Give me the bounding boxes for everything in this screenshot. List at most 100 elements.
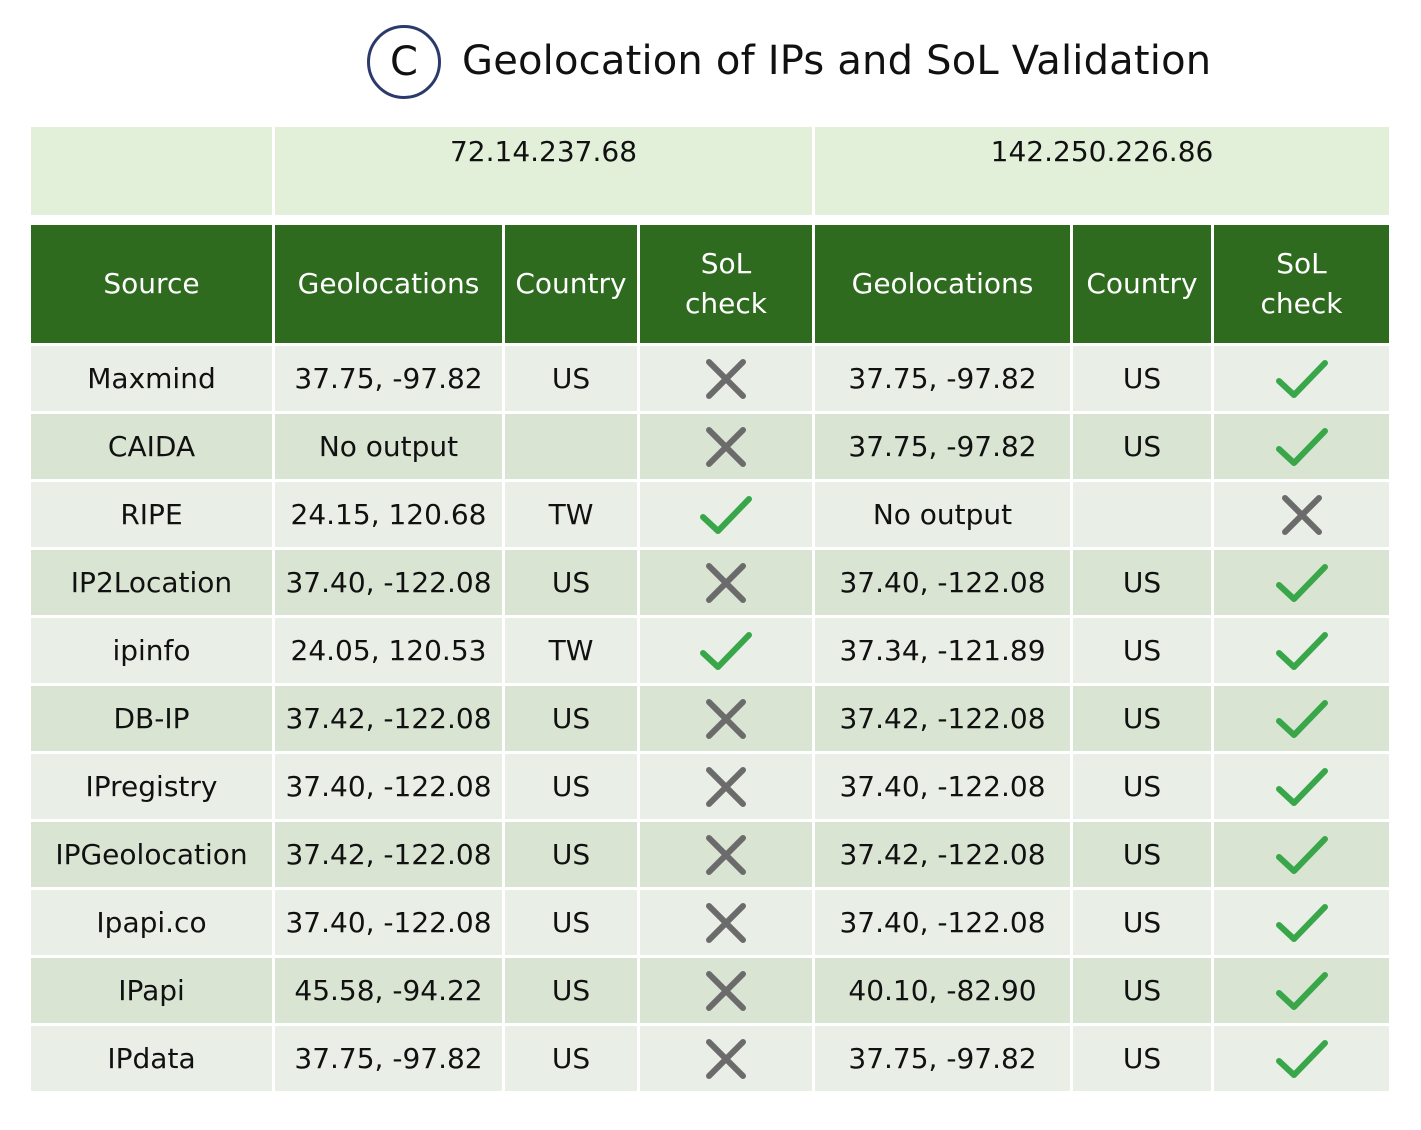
cross-icon [706,766,746,807]
sol-cell-2 [1211,1023,1392,1094]
column-header-row: Source Geolocations Country SoL check Ge… [28,222,1392,346]
cross-icon [706,562,746,603]
country-cell-2: US [1070,955,1214,1026]
source-cell: IP2Location [28,547,275,618]
country-cell-1: US [502,547,640,618]
table-row: IPdata 37.75, -97.82 US 37.75, -97.82 US [28,1023,1392,1094]
header-separator [28,216,1392,224]
geolocation-cell-1: 37.42, -122.08 [272,683,505,754]
sol-cell-1 [637,615,815,686]
sol-cell-1 [637,751,815,822]
geolocation-cell-2: 37.42, -122.08 [812,819,1073,890]
source-cell: IPregistry [28,751,275,822]
sol-cell-2 [1211,887,1392,958]
geolocation-cell-1: 37.75, -97.82 [272,343,505,414]
sol-cell-1 [637,411,815,482]
source-cell: ipinfo [28,615,275,686]
check-icon [1275,699,1328,738]
sol-cell-2 [1211,751,1392,822]
check-icon [1275,767,1328,806]
geolocation-cell-1: 45.58, -94.22 [272,955,505,1026]
check-icon [1275,903,1328,942]
sol-cell-1 [637,819,815,890]
geolocation-cell-1: 24.15, 120.68 [272,479,505,550]
source-cell: CAIDA [28,411,275,482]
table-row: Ipapi.co 37.40, -122.08 US 37.40, -122.08 US [28,887,1392,958]
table-row: IPapi 45.58, -94.22 US 40.10, -82.90 US [28,955,1392,1026]
geolocation-cell-1: 24.05, 120.53 [272,615,505,686]
geolocation-cell-2: 37.75, -97.82 [812,411,1073,482]
country-cell-1: US [502,683,640,754]
ip-header-blank [28,124,275,218]
sol-cell-2 [1211,411,1392,482]
cross-icon [706,970,746,1011]
source-cell: RIPE [28,479,275,550]
country-cell-1: US [502,751,640,822]
country-cell-1: TW [502,615,640,686]
cross-icon [706,426,746,467]
col-geolocations-1: Geolocations [272,222,505,346]
country-cell-1: US [502,1023,640,1094]
panel-badge: C [367,25,441,99]
check-icon [1275,427,1328,466]
check-icon [700,495,752,534]
country-cell-1: TW [502,479,640,550]
sol-cell-2 [1211,955,1392,1026]
check-icon [1275,1039,1328,1078]
sol-cell-2 [1211,343,1392,414]
source-cell: IPapi [28,955,275,1026]
ip-header-1: 72.14.237.68 [272,124,815,218]
sol-cell-1 [637,343,815,414]
check-icon [1275,359,1328,398]
check-icon [1275,971,1328,1010]
table-row: IPGeolocation 37.42, -122.08 US 37.42, -122… [28,819,1392,890]
table-row: Maxmind 37.75, -97.82 US 37.75, -97.82 US [28,343,1392,414]
country-cell-2: US [1070,615,1214,686]
cross-icon [706,698,746,739]
geolocation-cell-2: 37.75, -97.82 [812,1023,1073,1094]
source-cell: IPGeolocation [28,819,275,890]
sol-cell-1 [637,683,815,754]
geolocation-cell-2: 37.40, -122.08 [812,547,1073,618]
check-icon [1275,835,1328,874]
sol-cell-1 [637,1023,815,1094]
col-source: Source [28,222,275,346]
country-cell-2: US [1070,343,1214,414]
col-sol-check-1: SoL check [637,222,815,346]
table-row: ipinfo 24.05, 120.53 TW 37.34, -121.89 US [28,615,1392,686]
geolocation-cell-2: 37.40, -122.08 [812,751,1073,822]
table-row: RIPE 24.15, 120.68 TW No output [28,479,1392,550]
country-cell-2: US [1070,547,1214,618]
geolocation-cell-2: 37.34, -121.89 [812,615,1073,686]
sol-cell-1 [637,479,815,550]
col-country-1: Country [502,222,640,346]
sol-cell-2 [1211,547,1392,618]
sol-cell-2 [1211,615,1392,686]
country-cell-2: US [1070,819,1214,890]
country-cell-1: US [502,955,640,1026]
table-row: CAIDA No output 37.75, -97.82 US [28,411,1392,482]
cross-icon [706,834,746,875]
sol-cell-1 [637,547,815,618]
geolocation-cell-2: 37.40, -122.08 [812,887,1073,958]
check-icon [700,631,752,670]
country-cell-2: US [1070,683,1214,754]
table-row: IP2Location 37.40, -122.08 US 37.40, -122.0… [28,547,1392,618]
ip-header-2: 142.250.226.86 [812,124,1392,218]
sol-cell-1 [637,955,815,1026]
figure-title: C Geolocation of IPs and SoL Validation [0,18,1421,110]
geolocation-cell-1: 37.40, -122.08 [272,887,505,958]
col-geolocations-2: Geolocations [812,222,1073,346]
country-cell-2: US [1070,411,1214,482]
country-cell-2: US [1070,751,1214,822]
sol-cell-1 [637,887,815,958]
country-cell-1 [502,411,640,482]
country-cell-1: US [502,887,640,958]
country-cell-1: US [502,819,640,890]
country-cell-2 [1070,479,1214,550]
geolocation-table: 72.14.237.68 142.250.226.86 Source Geolo… [28,124,1392,1094]
col-country-2: Country [1070,222,1214,346]
page-title: Geolocation of IPs and SoL Validation [462,38,1212,84]
country-cell-2: US [1070,1023,1214,1094]
source-cell: IPdata [28,1023,275,1094]
